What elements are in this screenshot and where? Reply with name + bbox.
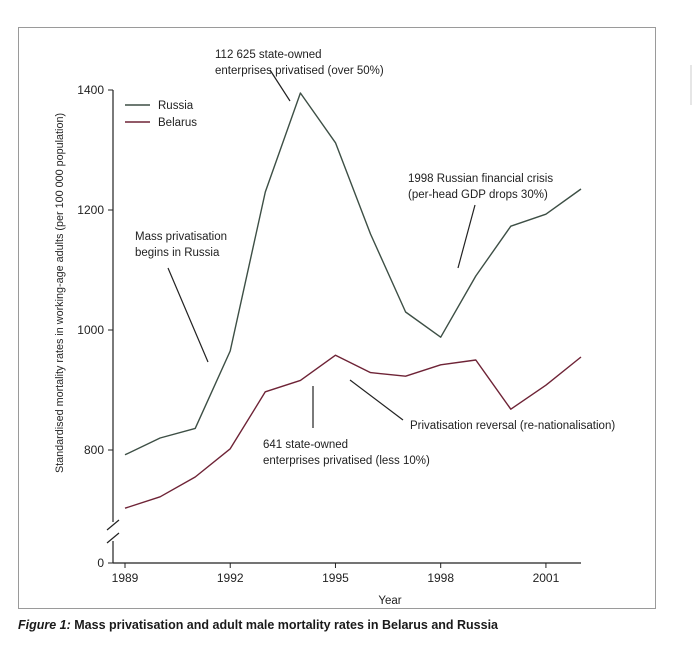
x-tick-label: 1992 <box>217 571 244 585</box>
annotation-pointer-crisis <box>457 204 476 269</box>
annotation-peak: 112 625 state-owned enterprises privatise… <box>215 49 384 77</box>
annotation-reversal: Privatisation reversal (re-nationalisati… <box>410 420 615 432</box>
y-tick-label: 1000 <box>77 323 104 337</box>
legend-label-russia: Russia <box>158 100 194 112</box>
x-tick-label: 2001 <box>533 571 560 585</box>
annotation-line: 112 625 state-owned <box>215 49 322 61</box>
x-axis-label: Year <box>378 595 401 607</box>
x-tick-label: 1989 <box>112 571 139 585</box>
annotation-line: 1998 Russian financial crisis <box>408 173 553 185</box>
figure-caption: Figure 1: Mass privatisation and adult m… <box>18 618 498 632</box>
y-tick-label: 800 <box>84 443 104 457</box>
annotation-crisis: 1998 Russian financial crisis (per-head G… <box>408 173 553 201</box>
annotation-pointer-reversal <box>349 379 404 421</box>
annotation-line: enterprises privatised (less 10%) <box>263 455 430 467</box>
y-tick-label: 0 <box>97 556 104 570</box>
annotation-pointer-mass <box>167 267 209 363</box>
annotation-belarus: 641 state-owned enterprises privatised (l… <box>263 439 430 467</box>
axis-break-mark <box>106 519 120 531</box>
y-tick-label: 1200 <box>77 203 104 217</box>
annotation-line: Mass privatisation <box>135 231 227 243</box>
figure-label: Figure 1: <box>18 618 71 632</box>
y-tick-label: 1400 <box>77 83 104 97</box>
annotation-line: begins in Russia <box>135 247 220 259</box>
series-line-belarus <box>124 354 582 509</box>
annotation-line: (per-head GDP drops 30%) <box>408 189 548 201</box>
annotation-mass: Mass privatisation begins in Russia <box>135 231 227 259</box>
y-axis-label: Standardised mortality rates in working-… <box>54 113 66 473</box>
axis-break-mark <box>106 532 120 544</box>
x-tick-label: 1998 <box>427 571 454 585</box>
annotation-line: Privatisation reversal (re-nationalisati… <box>410 420 615 432</box>
annotation-line: 641 state-owned <box>263 439 348 451</box>
series-line-russia <box>124 92 582 456</box>
annotation-line: enterprises privatised (over 50%) <box>215 65 384 77</box>
edge-mark <box>690 65 692 105</box>
figure-caption-text: Mass privatisation and adult male mortal… <box>70 618 499 632</box>
legend-label-belarus: Belarus <box>158 117 197 129</box>
annotation-pointer-peak <box>269 69 291 102</box>
x-tick-label: 1995 <box>322 571 349 585</box>
figure-frame <box>18 27 656 609</box>
